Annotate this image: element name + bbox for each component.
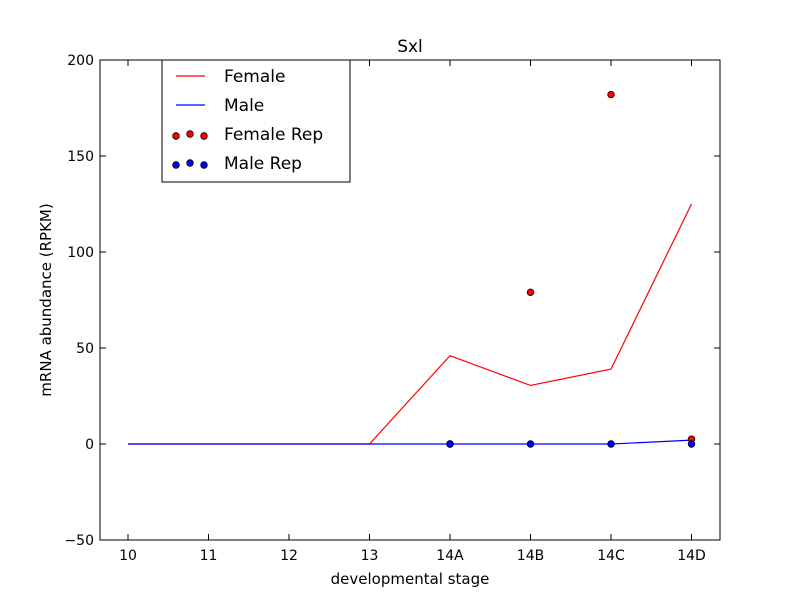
y-tick-label: 0: [85, 437, 94, 453]
y-tick-label: 100: [67, 245, 94, 261]
male-rep-point: [446, 440, 454, 448]
chart-title: Sxl: [397, 37, 423, 57]
x-tick-label: 14A: [436, 548, 464, 564]
legend-swatch-female-rep: [186, 130, 194, 138]
male-rep-point: [687, 440, 696, 448]
x-tick-label: 13: [361, 548, 379, 564]
y-tick-label: −50: [64, 533, 94, 549]
y-tick-label: 200: [67, 53, 94, 69]
y-tick-label: 50: [76, 341, 94, 357]
male-rep-point: [526, 440, 535, 448]
male-rep-point: [607, 440, 615, 448]
y-axis-label: mRNA abundance (RPKM): [37, 203, 55, 396]
axes: −50 0 50 100 150 200 10 11 12 13 14A 14B 14C 14D: [64, 53, 721, 564]
x-tick-label: 14C: [597, 548, 625, 564]
y-tick-label: 150: [67, 149, 94, 165]
female-rep-point: [526, 288, 535, 297]
legend-label-male-rep: Male Rep: [224, 154, 302, 174]
x-tick-label: 11: [200, 548, 218, 564]
legend-label-female-rep: Female Rep: [224, 125, 323, 145]
x-tick-label: 14D: [677, 548, 706, 564]
plot-area: [128, 90, 696, 448]
legend-swatch-female-rep: [172, 132, 180, 140]
x-tick-label: 12: [280, 548, 298, 564]
legend-label-female: Female: [224, 67, 285, 87]
legend-swatch-male-rep: [172, 161, 180, 169]
x-axis-label: developmental stage: [331, 570, 490, 588]
legend-swatch-male-rep: [200, 161, 208, 169]
plot-frame: [99, 59, 721, 541]
x-tick-label: 10: [119, 548, 137, 564]
series-line-male: [128, 439, 692, 445]
legend-swatch-male-rep: [186, 159, 194, 167]
female-rep-point: [607, 90, 615, 99]
legend-label-male: Male: [224, 96, 264, 116]
legend-swatch-female-rep: [200, 132, 208, 140]
x-tick-label: 14B: [517, 548, 544, 564]
legend: Female Male Female Rep Male Rep: [161, 59, 351, 183]
